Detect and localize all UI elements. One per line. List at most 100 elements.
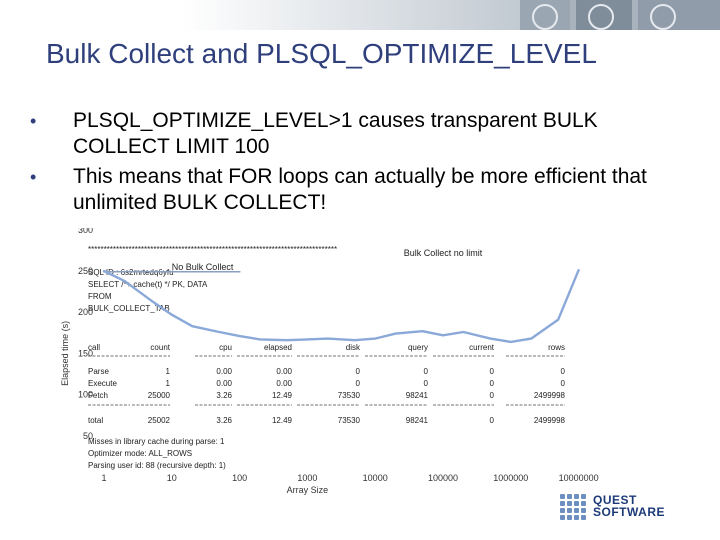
- person-icon: [650, 4, 676, 30]
- series-point: [259, 338, 261, 341]
- bullet-item: • PLSQL_OPTIMIZE_LEVEL>1 causes transpare…: [30, 108, 690, 160]
- overlay-table-cell: 1: [166, 379, 171, 388]
- overlay-table-cell: total: [88, 416, 103, 425]
- tkprof-overlay: ****************************************…: [88, 245, 566, 470]
- series-point: [442, 334, 444, 337]
- series-point: [557, 318, 560, 321]
- overlay-table-cell: 2499998: [534, 416, 566, 425]
- x-tick-label: 10: [167, 473, 177, 483]
- y-tick-label: 300: [78, 228, 93, 235]
- series-point: [326, 337, 329, 340]
- y-tick-label: 150: [78, 348, 93, 358]
- overlay-table-cell: 1: [166, 367, 171, 376]
- overlay-table-cell: 0: [424, 367, 429, 376]
- y-tick-label: 100: [78, 390, 93, 400]
- y-tick-label: 250: [78, 266, 93, 276]
- chart-lines: [102, 269, 580, 344]
- overlay-table-cell: Execute: [88, 379, 117, 388]
- overlay-table-cell: 0: [356, 367, 361, 376]
- series-annotation: No Bulk Collect: [172, 262, 234, 272]
- x-axis-title: Array Size: [287, 485, 329, 495]
- overlay-table-cell: 0: [490, 416, 495, 425]
- series-point: [218, 331, 221, 333]
- overlay-table-cell: 3.26: [216, 416, 232, 425]
- x-tick-label: 100: [232, 473, 247, 483]
- overlay-table-cell: Parse: [88, 367, 109, 376]
- series-line: [102, 269, 580, 344]
- overlay-sql-line: SELECT /*+ cache(t) */ PK, DATA: [88, 280, 208, 289]
- series-point: [103, 270, 105, 272]
- series-point: [421, 330, 424, 333]
- overlay-table-cell: 98241: [406, 416, 429, 425]
- overlay-table-header-cell: current: [469, 343, 495, 352]
- overlay-table-cell: 2499998: [534, 391, 566, 400]
- series-point: [489, 337, 492, 340]
- overlay-table-cell: 0: [490, 379, 495, 388]
- overlay-footer-line: Optimizer mode: ALL_ROWS: [88, 449, 192, 458]
- bullet-text: PLSQL_OPTIMIZE_LEVEL>1 causes transparen…: [73, 109, 598, 158]
- header-image-tile: [638, 0, 720, 30]
- header-image-tile: [520, 0, 570, 30]
- bullet-text: This means that FOR loops can actually b…: [73, 165, 647, 214]
- series-point: [123, 280, 126, 282]
- overlay-table-header-cell: disk: [346, 343, 361, 352]
- series-point: [191, 325, 194, 328]
- series-point: [509, 341, 512, 343]
- bulb-icon: [588, 4, 614, 30]
- overlay-table-cell: 0.00: [216, 367, 232, 376]
- overlay-table-header-cell: count: [150, 343, 170, 352]
- overlay-table-cell: 73530: [338, 391, 361, 400]
- x-tick-label: 10000000: [559, 473, 599, 483]
- y-tick-label: 200: [78, 307, 93, 317]
- series-point: [353, 339, 356, 342]
- logo-text-line1: QUEST: [593, 493, 637, 507]
- x-tick-label: 100000: [428, 473, 458, 483]
- series-point: [286, 339, 288, 342]
- overlay-table-cell: 0.00: [216, 379, 232, 388]
- overlay-sql-line: BULK_COLLECT_TAB: [88, 304, 170, 313]
- overlay-table-cell: Fetch: [88, 391, 108, 400]
- series-point: [374, 337, 377, 340]
- overlay-sql-line: FROM: [88, 292, 112, 301]
- overlay-table-header-cell: call: [88, 343, 100, 352]
- x-tick-label: 1000: [297, 473, 317, 483]
- header-gradient: [0, 0, 520, 30]
- bullet-item: • This means that FOR loops can actually …: [30, 164, 690, 216]
- overlay-table-cell: 0.00: [276, 367, 292, 376]
- series-point: [170, 313, 173, 316]
- series-point: [150, 299, 153, 302]
- overlay-footer-line: Parsing user id: 88 (recursive depth: 1): [88, 461, 226, 470]
- header-image-tile: [576, 0, 632, 30]
- overlay-table-cell: 12.49: [272, 391, 293, 400]
- x-tick-label: 1000000: [493, 473, 528, 483]
- overlay-table-cell: 98241: [406, 391, 429, 400]
- overlay-table-cell: 25000: [148, 391, 171, 400]
- overlay-table-cell: 0: [424, 379, 429, 388]
- overlay-table-cell: 73530: [338, 416, 361, 425]
- x-tick-label: 10000: [363, 473, 388, 483]
- series-point: [530, 337, 533, 340]
- series-point: [462, 331, 465, 333]
- overlay-table-cell: 0: [490, 391, 495, 400]
- overlay-table-cell: 0: [561, 367, 566, 376]
- overlay-table-cell: 0: [561, 379, 566, 388]
- overlay-table-cell: 12.49: [272, 416, 293, 425]
- quest-software-logo: QUEST SOFTWARE: [560, 494, 712, 520]
- page-title: Bulk Collect and PLSQL_OPTIMIZE_LEVEL: [46, 38, 597, 69]
- y-axis-title: Elapsed time (s): [60, 321, 70, 386]
- header-band: [0, 0, 720, 30]
- overlay-table-header-cell: query: [408, 343, 428, 352]
- overlay-table-header-cell: elapsed: [264, 343, 292, 352]
- overlay-table-header-cell: cpu: [219, 343, 232, 352]
- logo-text: QUEST SOFTWARE: [593, 494, 665, 518]
- logo-mark-icon: [560, 494, 588, 520]
- overlay-table-cell: 0.00: [276, 379, 292, 388]
- overlay-table-cell: 25002: [148, 416, 171, 425]
- y-tick-label: 50: [83, 431, 93, 441]
- overlay-stars: ****************************************…: [88, 245, 337, 254]
- series-point: [394, 332, 397, 335]
- overlay-table-cell: 3.26: [216, 391, 232, 400]
- bullet-dot-icon: •: [30, 167, 37, 187]
- series-point: [238, 270, 241, 273]
